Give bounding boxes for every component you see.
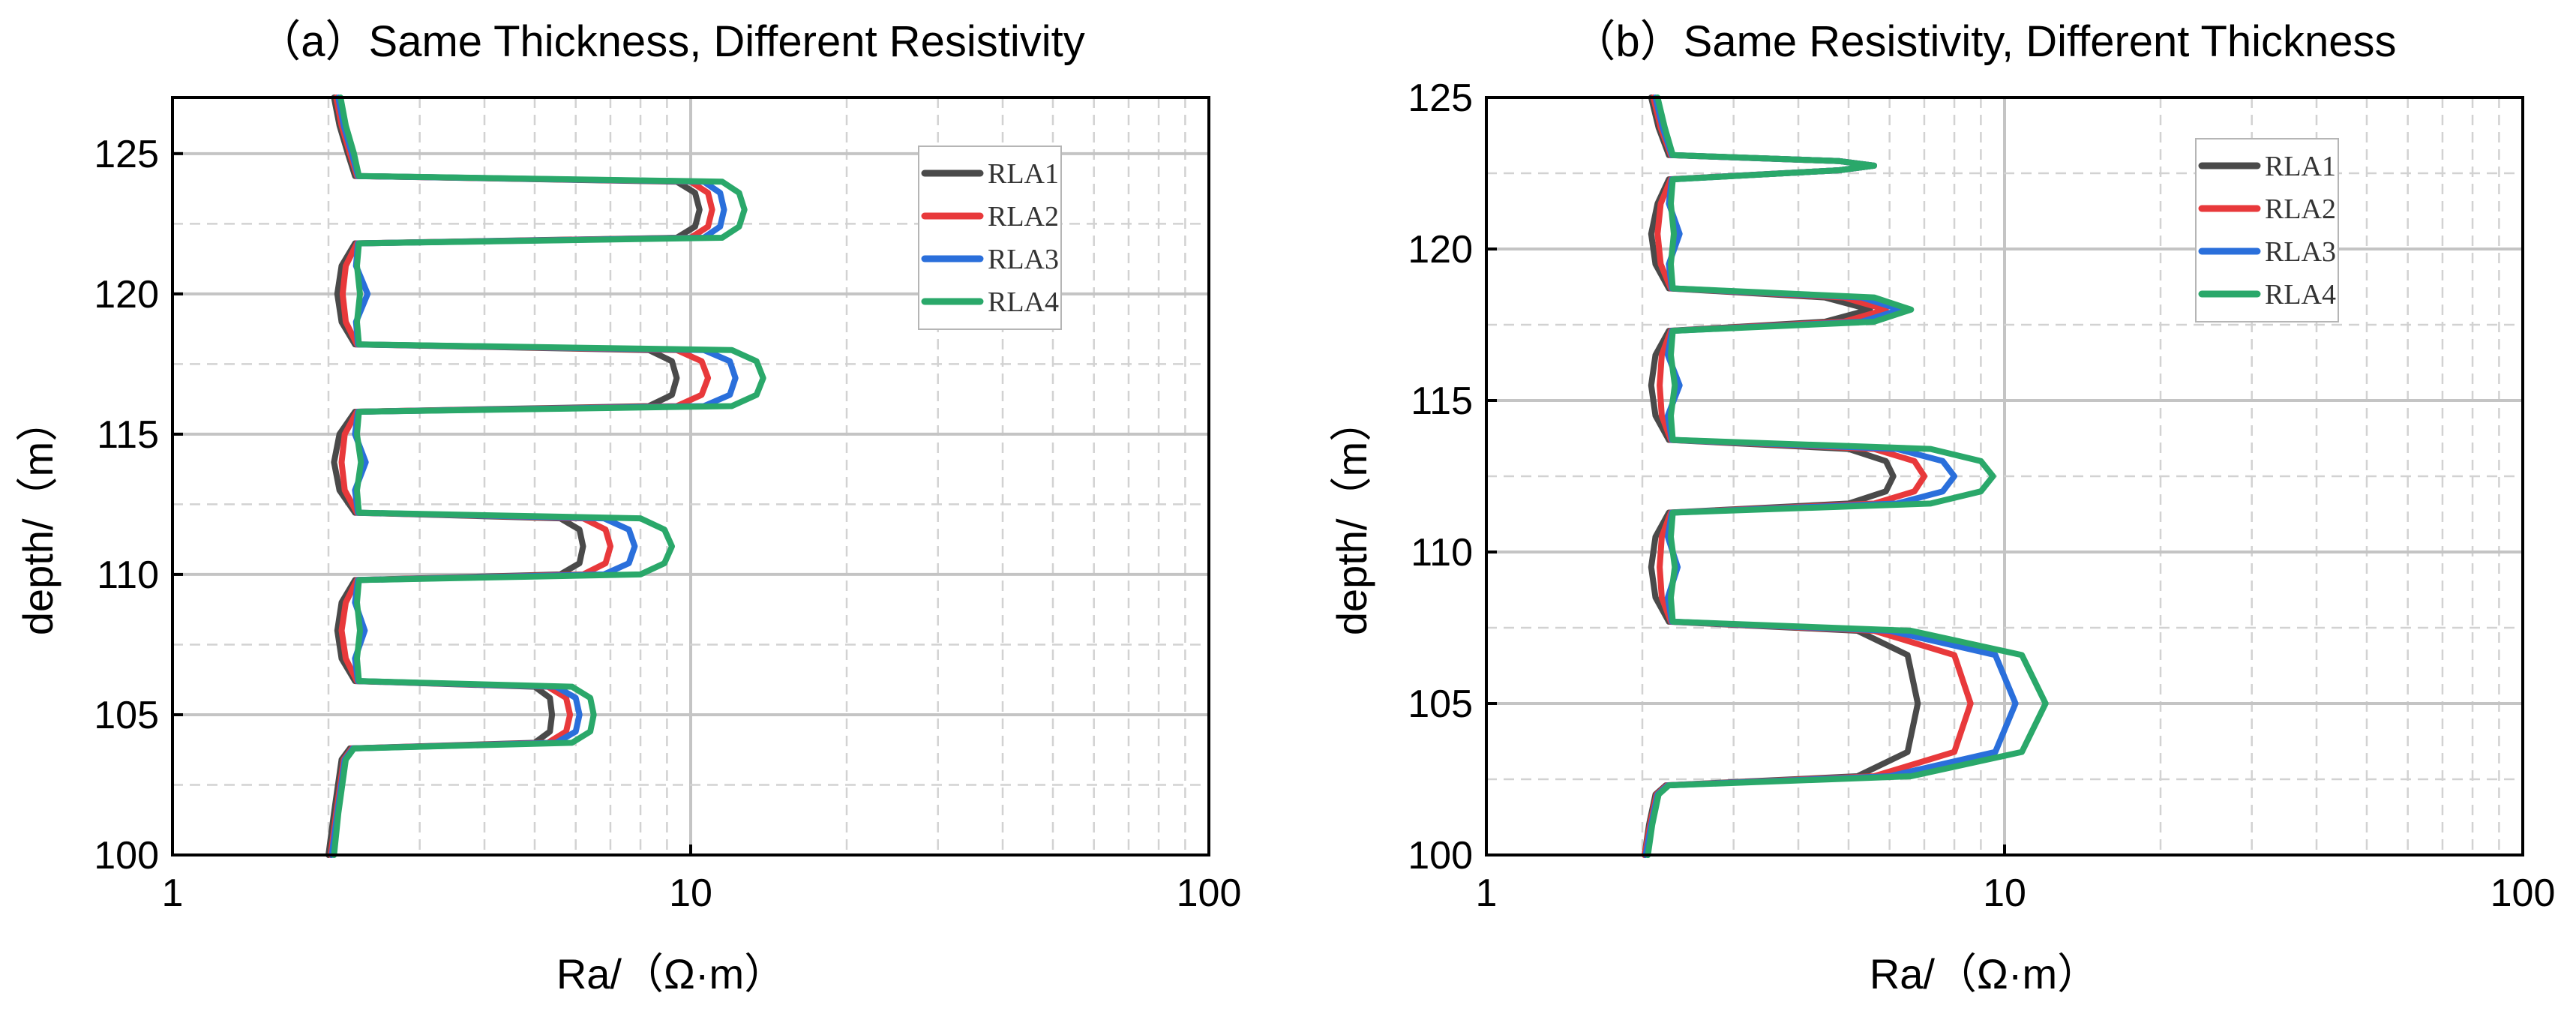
panel-b-y-axis-label: depth/（m） <box>1328 400 1375 635</box>
panel-a: （a）Same Thickness, Different Resistivity… <box>14 17 1241 998</box>
legend-label-rla4: RLA4 <box>988 286 1059 318</box>
legend-label-rla3: RLA3 <box>2265 236 2336 268</box>
legend-label-rla1: RLA1 <box>988 158 1059 190</box>
panel-a-title: （a）Same Thickness, Different Resistivity <box>257 17 1084 66</box>
legend-label-rla2: RLA2 <box>2265 194 2336 225</box>
y-tick-label: 110 <box>1411 531 1473 574</box>
panel-b-title: （b）Same Resistivity, Different Thickness <box>1572 17 2396 66</box>
y-tick-label: 115 <box>97 413 159 457</box>
panel-a-series <box>325 94 766 858</box>
panel-a-legend: RLA1 RLA2 RLA3 RLA4 <box>918 146 1062 330</box>
x-tick-label: 100 <box>2491 872 2556 915</box>
x-tick-label: 100 <box>1177 872 1242 915</box>
y-tick-label: 100 <box>1408 834 1473 878</box>
legend-label-rla3: RLA3 <box>988 244 1059 275</box>
x-tick-label: 10 <box>669 872 712 915</box>
panel-b: （b）Same Resistivity, Different Thickness… <box>1328 17 2555 998</box>
y-tick-label: 120 <box>1408 228 1473 272</box>
y-tick-label: 125 <box>94 133 159 176</box>
y-tick-label: 105 <box>94 694 159 737</box>
series-line-rla4 <box>331 94 766 858</box>
legend-label-rla4: RLA4 <box>2265 279 2336 310</box>
panel-b-series <box>1642 94 2049 858</box>
series-line-rla4 <box>1645 94 2049 858</box>
x-tick-label: 1 <box>162 872 184 915</box>
panel-a-y-axis-label: depth/（m） <box>14 400 61 635</box>
legend-label-rla2: RLA2 <box>988 201 1059 232</box>
panel-b-legend: RLA1 RLA2 RLA3 RLA4 <box>2195 138 2339 322</box>
x-tick-label: 10 <box>1983 872 2026 915</box>
y-tick-label: 100 <box>94 834 159 878</box>
panel-b-x-axis-label: Ra/（Ω·m） <box>1870 950 2099 998</box>
y-tick-label: 115 <box>1411 380 1473 423</box>
series-line-rla3 <box>328 94 739 858</box>
y-tick-label: 125 <box>1408 76 1473 120</box>
legend-label-rla1: RLA1 <box>2265 151 2336 182</box>
y-tick-label: 120 <box>94 273 159 316</box>
series-line-rla1 <box>325 94 703 858</box>
panel-b-grid <box>1486 98 2523 855</box>
y-tick-label: 105 <box>1408 682 1473 726</box>
x-tick-label: 1 <box>1476 872 1498 915</box>
panel-a-x-axis-label: Ra/（Ω·m） <box>556 950 786 998</box>
y-tick-label: 110 <box>97 554 159 597</box>
series-line-rla2 <box>328 94 715 858</box>
